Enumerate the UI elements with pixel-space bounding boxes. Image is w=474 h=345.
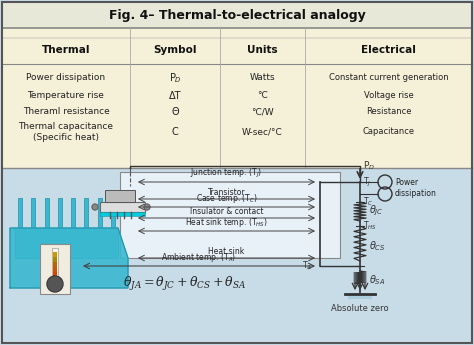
Text: Ambient temp. (T$_A$): Ambient temp. (T$_A$) bbox=[161, 251, 237, 264]
Bar bbox=[100, 212, 145, 216]
Bar bbox=[2, 168, 472, 343]
Bar bbox=[2, 2, 472, 28]
Bar bbox=[84, 198, 89, 228]
Text: Symbol: Symbol bbox=[153, 45, 197, 55]
Bar bbox=[120, 172, 340, 258]
Text: Resistance: Resistance bbox=[366, 108, 411, 117]
Bar bbox=[53, 252, 57, 257]
Text: °C/W: °C/W bbox=[251, 108, 274, 117]
Bar bbox=[348, 294, 372, 299]
Text: Insulator & contact: Insulator & contact bbox=[190, 207, 263, 216]
Text: Power
dissipation: Power dissipation bbox=[395, 178, 437, 198]
Text: Transistor: Transistor bbox=[208, 188, 246, 197]
Text: $\theta_{CS}$: $\theta_{CS}$ bbox=[369, 239, 386, 253]
Text: T$_C$: T$_C$ bbox=[363, 196, 374, 208]
Text: Θ: Θ bbox=[171, 107, 179, 117]
Text: Thermal capacitance
(Specific heat): Thermal capacitance (Specific heat) bbox=[18, 122, 113, 142]
Text: Case temp. (T$_C$): Case temp. (T$_C$) bbox=[196, 192, 257, 205]
Circle shape bbox=[92, 204, 98, 210]
Text: T$_J$: T$_J$ bbox=[363, 176, 371, 189]
Bar bbox=[52, 248, 58, 278]
Bar bbox=[31, 198, 35, 228]
Text: $\theta_{JA} = \theta_{JC} + \theta_{CS} + \theta_{SA}$: $\theta_{JA} = \theta_{JC} + \theta_{CS}… bbox=[123, 275, 246, 293]
Text: Heat sink: Heat sink bbox=[209, 247, 245, 256]
Bar bbox=[53, 257, 57, 262]
Bar bbox=[15, 228, 118, 258]
Text: Capacitance: Capacitance bbox=[363, 128, 415, 137]
Bar bbox=[71, 198, 75, 228]
Text: P$_D$: P$_D$ bbox=[363, 159, 375, 171]
Text: Voltage rise: Voltage rise bbox=[364, 91, 413, 100]
Text: W-sec/°C: W-sec/°C bbox=[242, 128, 283, 137]
Bar bbox=[40, 244, 70, 294]
Text: ΔT: ΔT bbox=[169, 91, 181, 101]
Text: T$_{HS}$: T$_{HS}$ bbox=[363, 220, 377, 232]
Text: Theraml resistance: Theraml resistance bbox=[23, 108, 109, 117]
Text: $\theta_{JC}$: $\theta_{JC}$ bbox=[369, 204, 383, 218]
Bar bbox=[2, 28, 472, 168]
Circle shape bbox=[48, 277, 62, 291]
Text: Junction temp. (T$_J$): Junction temp. (T$_J$) bbox=[191, 167, 263, 180]
Circle shape bbox=[47, 276, 63, 292]
Text: Constant current generation: Constant current generation bbox=[328, 73, 448, 82]
Bar bbox=[111, 198, 115, 228]
Text: °C: °C bbox=[257, 91, 268, 100]
Polygon shape bbox=[10, 228, 128, 288]
Bar bbox=[105, 190, 135, 202]
Text: Units: Units bbox=[247, 45, 278, 55]
Text: Fig. 4– Thermal-to-electrical analogy: Fig. 4– Thermal-to-electrical analogy bbox=[109, 9, 365, 21]
Bar bbox=[18, 198, 22, 228]
Circle shape bbox=[144, 204, 150, 210]
Text: Absolute zero: Absolute zero bbox=[331, 304, 389, 313]
Text: Thermal: Thermal bbox=[42, 45, 90, 55]
Bar bbox=[98, 198, 102, 228]
Text: T$_A$: T$_A$ bbox=[302, 260, 312, 272]
Bar bbox=[53, 272, 57, 277]
Text: Heat sink temp. (T$_{HS}$): Heat sink temp. (T$_{HS}$) bbox=[185, 216, 268, 229]
Text: $\theta_{SA}$: $\theta_{SA}$ bbox=[369, 273, 385, 287]
Bar bbox=[58, 198, 62, 228]
Bar bbox=[53, 262, 57, 267]
Bar bbox=[100, 202, 145, 212]
Text: Watts: Watts bbox=[250, 73, 275, 82]
Text: Temperature rise: Temperature rise bbox=[27, 91, 104, 100]
Text: Electrical: Electrical bbox=[361, 45, 416, 55]
Text: P$_D$: P$_D$ bbox=[169, 71, 182, 85]
Bar bbox=[53, 267, 57, 272]
Bar bbox=[45, 198, 48, 228]
Text: C: C bbox=[172, 127, 178, 137]
Text: Power dissipation: Power dissipation bbox=[27, 73, 106, 82]
